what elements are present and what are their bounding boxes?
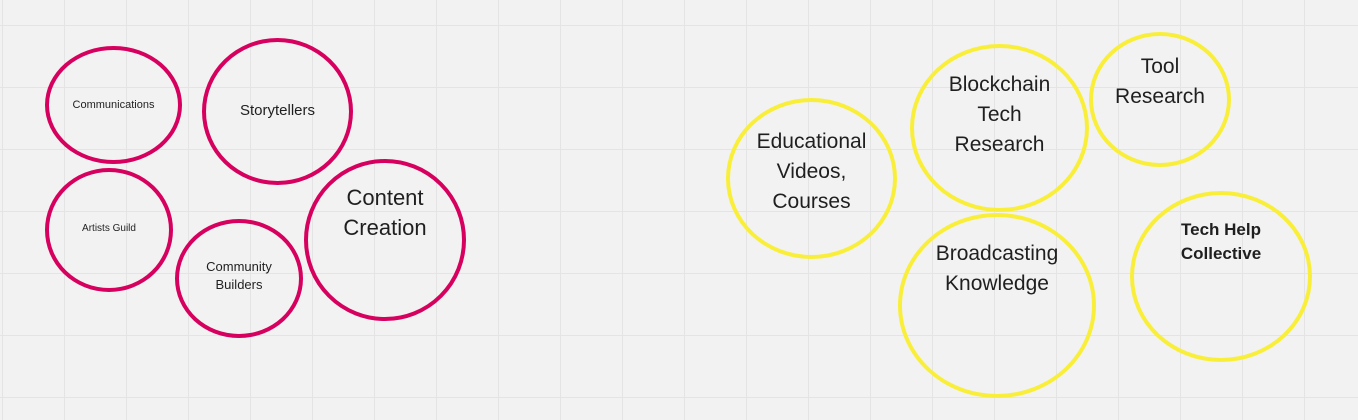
storytellers-circle[interactable]: Storytellers bbox=[202, 38, 353, 185]
communications-label: Communications bbox=[72, 99, 155, 111]
broadcasting-knowledge-circle[interactable]: Broadcasting Knowledge bbox=[898, 213, 1096, 398]
blockchain-tech-research-label: Blockchain Tech Research bbox=[948, 73, 1051, 156]
tool-research-circle[interactable]: Tool Research bbox=[1089, 32, 1231, 167]
educational-videos-circle[interactable]: Educational Videos, Courses bbox=[726, 98, 897, 259]
educational-videos-label: Educational Videos, Courses bbox=[756, 129, 867, 213]
tool-research-label: Tool Research bbox=[1115, 55, 1205, 108]
storytellers-label: Storytellers bbox=[239, 101, 316, 119]
tech-help-collective-circle[interactable]: Tech Help Collective bbox=[1130, 191, 1312, 362]
content-creation-circle[interactable]: Content Creation bbox=[304, 159, 466, 321]
artists-guild-label: Artists Guild bbox=[82, 222, 136, 234]
communications-circle[interactable]: Communications bbox=[45, 46, 182, 164]
content-creation-label: Content Creation bbox=[343, 185, 427, 240]
community-builders-label: Community Builders bbox=[206, 259, 272, 292]
tech-help-collective-label: Tech Help Collective bbox=[1180, 220, 1262, 263]
broadcasting-knowledge-label: Broadcasting Knowledge bbox=[935, 242, 1059, 295]
blockchain-tech-research-circle[interactable]: Blockchain Tech Research bbox=[910, 44, 1089, 212]
artists-guild-circle[interactable]: Artists Guild bbox=[45, 168, 173, 292]
community-builders-circle[interactable]: Community Builders bbox=[175, 219, 303, 338]
